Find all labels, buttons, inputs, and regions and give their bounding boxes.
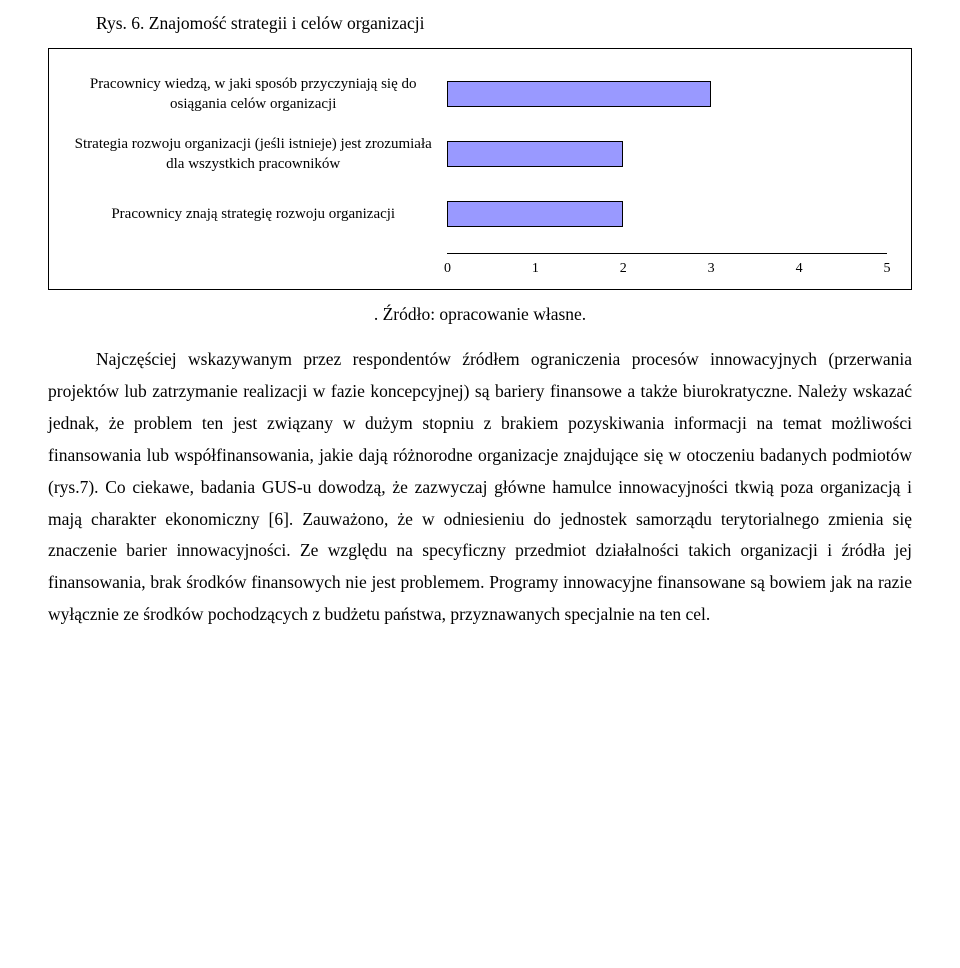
tick-label: 1: [532, 256, 539, 281]
chart-row: Pracownicy wiedzą, w jaki sposób przyczy…: [73, 73, 887, 115]
bar-area: [447, 193, 887, 235]
bar-area: [447, 73, 887, 115]
bar: [447, 81, 711, 107]
x-axis: 0 1 2 3 4 5: [447, 253, 887, 275]
bar-label: Pracownicy wiedzą, w jaki sposób przyczy…: [73, 74, 447, 115]
tick-label: 3: [708, 256, 715, 281]
bar-label: Strategia rozwoju organizacji (jeśli ist…: [73, 134, 447, 175]
bar-label: Pracownicy znają strategię rozwoju organ…: [73, 204, 447, 224]
body-paragraph: Najczęściej wskazywanym przez respondent…: [48, 344, 912, 631]
tick-label: 2: [620, 256, 627, 281]
chart-container: Pracownicy wiedzą, w jaki sposób przyczy…: [48, 48, 912, 290]
figure-caption: Rys. 6. Znajomość strategii i celów orga…: [48, 8, 912, 40]
source-line: . Źródło: opracowanie własne.: [48, 302, 912, 327]
chart-row: Strategia rozwoju organizacji (jeśli ist…: [73, 133, 887, 175]
bar: [447, 201, 623, 227]
bar: [447, 141, 623, 167]
chart-row: Pracownicy znają strategię rozwoju organ…: [73, 193, 887, 235]
axis-row: 0 1 2 3 4 5: [73, 253, 887, 275]
tick-label: 5: [883, 256, 890, 281]
bar-area: [447, 133, 887, 175]
tick-label: 0: [444, 256, 451, 281]
tick-label: 4: [796, 256, 803, 281]
